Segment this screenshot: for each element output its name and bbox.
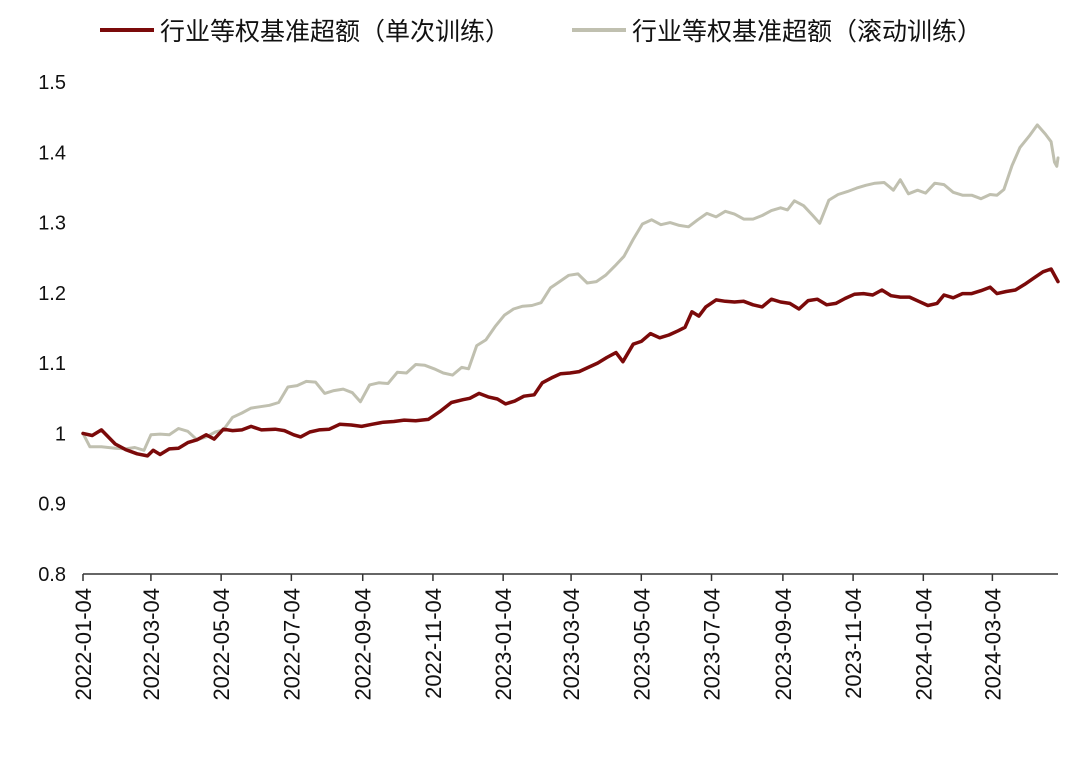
legend-swatch-single-training	[100, 28, 154, 32]
y-tick-label: 1.5	[38, 72, 66, 94]
y-tick-label: 1	[55, 423, 66, 445]
legend-item-rolling-training: 行业等权基准超额（滚动训练）	[572, 10, 982, 50]
x-tick-label: 2023-09-04	[771, 588, 796, 701]
x-tick-label: 2022-05-04	[209, 588, 234, 701]
legend-item-single-training: 行业等权基准超额（单次训练）	[100, 10, 510, 50]
legend: 行业等权基准超额（单次训练） 行业等权基准超额（滚动训练）	[0, 10, 1080, 50]
x-tick-label: 2023-05-04	[629, 588, 654, 701]
x-tick-label: 2022-03-04	[139, 588, 164, 701]
y-tick-label: 1.4	[38, 142, 66, 164]
y-tick-label: 1.1	[38, 353, 66, 375]
y-tick-label: 0.9	[38, 494, 66, 516]
x-tick-label: 2023-03-04	[559, 588, 584, 701]
x-tick-label: 2023-07-04	[700, 588, 725, 701]
y-tick-label: 1.3	[38, 213, 66, 235]
x-tick-label: 2022-11-04	[421, 588, 446, 699]
series-line-single-training	[81, 267, 1060, 458]
x-tick-label: 2023-11-04	[841, 588, 866, 699]
x-tick-label: 2022-09-04	[351, 588, 376, 701]
legend-label-rolling-training: 行业等权基准超额（滚动训练）	[632, 17, 983, 46]
x-tick-label: 2022-07-04	[279, 588, 304, 701]
series-line-rolling-training	[81, 123, 1060, 452]
x-tick-label: 2022-01-04	[71, 588, 96, 701]
x-axis: 2022-01-04 2022-03-04 2022-05-04 2022-07-04…	[71, 573, 1058, 701]
x-tick-label: 2023-01-04	[491, 588, 516, 701]
y-tick-label: 1.2	[38, 283, 66, 305]
series-lines	[81, 123, 1060, 458]
x-tick-label: 2024-01-04	[911, 588, 936, 701]
y-tick-label: 0.8	[38, 564, 66, 586]
legend-swatch-rolling-training	[572, 28, 626, 32]
x-tick-label: 2024-03-04	[980, 588, 1005, 701]
y-axis-ticks: 0.8 0.9 1 1.1 1.2 1.3 1.4 1.5	[38, 72, 66, 586]
legend-label-single-training: 行业等权基准超额（单次训练）	[160, 17, 511, 46]
